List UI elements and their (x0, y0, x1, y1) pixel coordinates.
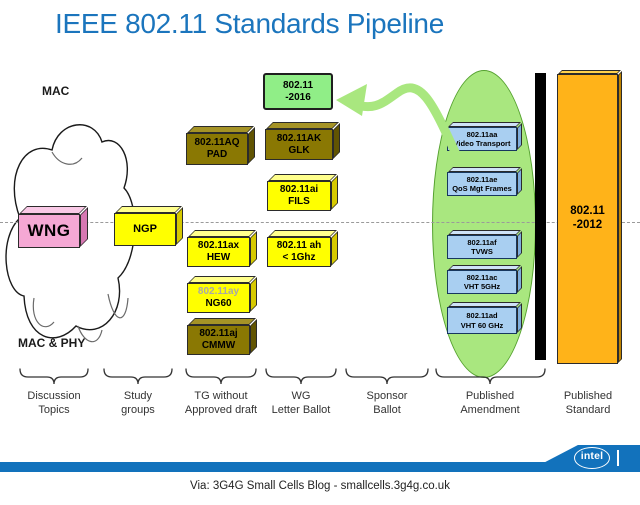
cloud-scribble (51, 151, 83, 165)
stage-line: Standard (565, 404, 611, 417)
box-label: HEW (206, 252, 231, 263)
box-802-11-2016: 802.11 -2016 (263, 73, 333, 110)
box-label: TVWS (471, 247, 493, 256)
mac-phy-zone-label: MAC & PHY (18, 336, 86, 350)
brace-study-groups (103, 368, 173, 385)
rollup-arrow-head (336, 84, 367, 116)
brace-tg-without-draft (185, 368, 257, 385)
box-802-11af-tvws: 802.11af TVWS (447, 235, 517, 259)
box-label: 802.11ad (466, 311, 498, 321)
box-label: 802.11ae (466, 174, 498, 184)
box-label: NGP (133, 223, 157, 236)
box-label: 802.11aj (199, 328, 238, 340)
stage-line: Approved draft (184, 404, 258, 417)
brace-discussion-topics (19, 368, 89, 385)
box-label: FILS (288, 196, 310, 207)
box-label: Video Transport (453, 139, 511, 148)
stage-line: Amendment (460, 404, 520, 417)
stage-label-published-amendment: Published Amendment (435, 389, 545, 418)
box-label: 802.11 (570, 205, 605, 218)
box-802-11ae-qos-mgt-frames: 802.11ae QoS Mgt Frames (447, 172, 517, 196)
page-title: IEEE 802.11 Standards Pipeline (55, 8, 444, 39)
box-label: 802.11ay (197, 286, 240, 298)
stage-line: Published (465, 390, 515, 402)
cloud-scribble (32, 297, 55, 328)
stage-line: TG without (194, 390, 248, 402)
box-label: 802.11ac (466, 272, 498, 282)
box-label: CMMW (201, 340, 236, 351)
brace-wg-letter-ballot (265, 368, 337, 385)
box-label: GLK (288, 144, 310, 156)
box-802-11ah-sub1ghz: 802.11 ah < 1Ghz (267, 237, 331, 267)
banner-separator (617, 450, 619, 466)
brace-sponsor-ballot (345, 368, 429, 385)
stage-line: WG (291, 390, 311, 402)
box-label: 802.11 (282, 79, 314, 91)
box-label: 802.11aa (466, 129, 498, 139)
box-label: 802.11 ah (276, 240, 322, 252)
box-802-11aa-video-transport: 802.11aa Video Transport (447, 127, 517, 151)
intel-logo: intel (574, 447, 610, 469)
box-802-11ai-fils: 802.11ai FILS (267, 181, 331, 211)
stage-line: Discussion (27, 390, 81, 402)
box-802-11ac-vht-5ghz: 802.11ac VHT 5GHz (447, 270, 517, 294)
box-label: < 1Ghz (282, 252, 316, 263)
box-wng: WNG (18, 214, 80, 248)
stage-label-published-standard: Published Standard (533, 389, 640, 418)
stage-label-wg-letter-ballot: WG Letter Ballot (246, 389, 356, 418)
box-802-11-2012: 802.11 -2012 (557, 74, 618, 364)
pipeline-dashed-line (0, 222, 640, 223)
box-802-11aq-pad: 802.11AQ PAD (186, 133, 248, 165)
stage-label-sponsor-ballot: Sponsor Ballot (332, 389, 442, 418)
publication-divider-bar (535, 73, 546, 360)
box-802-11ax-hew: 802.11ax HEW (187, 237, 250, 267)
box-label: NG60 (205, 298, 232, 309)
cloud-scribble (107, 293, 129, 319)
box-label: WNG (27, 220, 71, 240)
stage-line: Study (123, 390, 153, 402)
stage-line: groups (121, 404, 155, 417)
box-802-11ay-ng60: 802.11ay NG60 (187, 283, 250, 313)
box-label: -2012 (572, 219, 603, 231)
intel-logo-text: intel (580, 450, 604, 462)
stage-line: Topics (38, 404, 70, 417)
box-label: 802.11ai (279, 184, 319, 196)
box-label: PAD (206, 149, 228, 160)
box-802-11aj-cmmw: 802.11aj CMMW (187, 325, 250, 355)
box-label: VHT 5GHz (463, 282, 501, 291)
stage-line: Sponsor (366, 390, 408, 402)
box-802-11ad-vht-60ghz: 802.11ad VHT 60 GHz (447, 307, 517, 334)
stage-line: Ballot (373, 404, 401, 417)
box-802-11ak-glk: 802.11AK GLK (265, 129, 333, 160)
intel-banner (0, 445, 640, 472)
box-label: VHT 60 GHz (460, 320, 504, 330)
box-label: QoS Mgt Frames (452, 184, 512, 193)
stage-label-discussion-topics: Discussion Topics (0, 389, 109, 418)
stage-label-study-groups: Study groups (83, 389, 193, 418)
box-label: -2016 (285, 91, 311, 103)
stage-line: Letter Ballot (271, 404, 331, 417)
box-label: 802.11af (467, 237, 497, 247)
source-caption: Via: 3G4G Small Cells Blog - smallcells.… (190, 480, 450, 492)
stage-line: Published (563, 390, 613, 402)
box-label: 802.11ax (197, 240, 240, 252)
box-label: 802.11AK (276, 132, 322, 144)
mac-zone-label: MAC (42, 84, 70, 98)
stage-label-tg-without-draft: TG without Approved draft (166, 389, 276, 418)
box-label: 802.11AQ (194, 137, 240, 149)
box-ngp: NGP (114, 213, 176, 246)
